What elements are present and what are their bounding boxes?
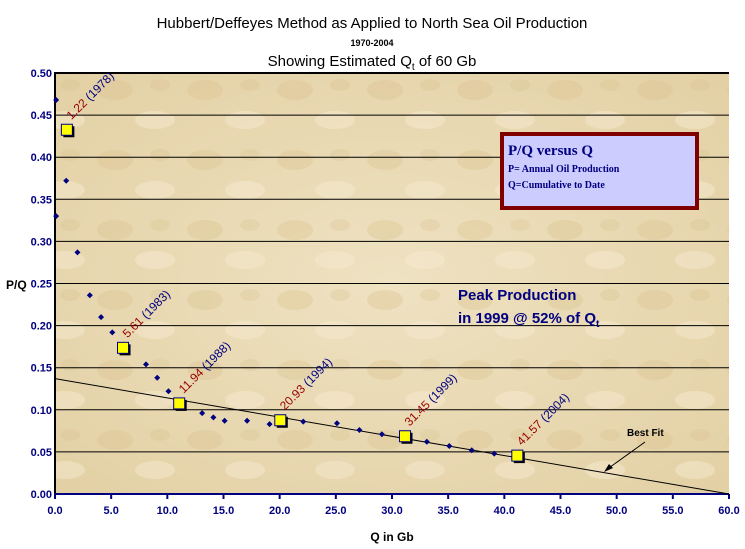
- legend: P/Q versus Q P= Annual Oil Production Q=…: [500, 132, 699, 210]
- peak-annotation: Peak Production in 1999 @ 52% of Qt: [458, 287, 600, 330]
- best-fit-label: Best Fit: [627, 428, 664, 439]
- data-point: [74, 249, 81, 256]
- data-point: [333, 420, 340, 427]
- data-point: [266, 421, 273, 428]
- best-fit-line: [54, 378, 730, 495]
- data-point: [378, 431, 385, 438]
- best-fit-annotation: Best Fit: [604, 428, 664, 472]
- chart-subtitle: 1970-2004: [350, 38, 393, 48]
- highlight-point: [117, 341, 130, 354]
- x-tick-label: 60.0: [718, 505, 739, 517]
- y-tick-label: 0.10: [31, 405, 52, 417]
- legend-title: P/Q versus Q: [508, 143, 593, 159]
- data-point: [53, 96, 60, 103]
- data-point: [491, 450, 498, 457]
- legend-line1: P= Annual Oil Production: [508, 164, 620, 175]
- x-tick-label: 15.0: [213, 505, 234, 517]
- data-point: [53, 213, 60, 220]
- y-axis-label: P/Q: [6, 278, 27, 292]
- x-tick-label: 10.0: [157, 505, 178, 517]
- y-tick-label: 0.40: [31, 152, 52, 164]
- y-tick-label: 0.35: [31, 194, 52, 206]
- data-point: [86, 292, 93, 299]
- x-tick-label: 40.0: [494, 505, 515, 517]
- x-tick-label: 25.0: [325, 505, 346, 517]
- x-tick-label: 55.0: [662, 505, 683, 517]
- data-point: [210, 414, 217, 421]
- data-point: [356, 427, 363, 434]
- y-tick-label: 0.30: [31, 236, 52, 248]
- x-tick-label: 20.0: [269, 505, 290, 517]
- legend-line2: Q=Cumulative to Date: [508, 180, 605, 191]
- y-tick-label: 0.05: [31, 447, 52, 459]
- data-point: [300, 418, 307, 425]
- peak-line1: Peak Production: [458, 287, 576, 304]
- chart-title: Hubbert/Deffeyes Method as Applied to No…: [157, 15, 588, 32]
- data-point: [142, 361, 149, 368]
- highlight-point: [398, 430, 411, 443]
- x-tick-label: 45.0: [550, 505, 571, 517]
- highlight-point: [274, 414, 287, 427]
- data-point: [109, 329, 116, 336]
- y-tick-label: 0.25: [31, 279, 52, 291]
- x-tick-label: 30.0: [381, 505, 402, 517]
- y-tick-label: 0.50: [31, 68, 52, 80]
- data-point: [165, 388, 172, 395]
- arrow-head-icon: [604, 464, 613, 472]
- x-tick-label: 5.0: [104, 505, 119, 517]
- data-point: [468, 447, 475, 454]
- highlight-point: [60, 123, 73, 136]
- y-tick-label: 0.00: [31, 489, 52, 501]
- x-tick-label: 50.0: [606, 505, 627, 517]
- peak-line2: in 1999 @ 52% of Qt: [458, 310, 600, 330]
- x-tick-label: 35.0: [437, 505, 458, 517]
- best-fit-arrow: [605, 441, 646, 471]
- y-tick-label: 0.20: [31, 321, 52, 333]
- x-axis-label: Q in Gb: [370, 530, 413, 544]
- highlight-point: [173, 397, 186, 410]
- data-point: [221, 417, 228, 424]
- data-point: [423, 438, 430, 445]
- data-point: [446, 443, 453, 450]
- data-point: [199, 410, 206, 417]
- data-point: [98, 314, 105, 321]
- chart-subtitle2: Showing Estimated Qt of 60 Gb: [268, 53, 477, 73]
- highlight-point: [511, 449, 524, 462]
- y-tick-label: 0.15: [31, 363, 52, 375]
- data-point: [63, 177, 70, 184]
- x-tick-label: 0.0: [47, 505, 62, 517]
- y-tick-label: 0.45: [31, 110, 52, 122]
- data-point: [244, 417, 251, 424]
- data-point: [154, 374, 161, 381]
- x-axis-ticks: 0.0 5.0 10.0 15.0 20.0 25.0 30.0 35.0 40.0 45.0 50…: [47, 494, 740, 517]
- best-fit-series: [54, 378, 730, 495]
- annual-series: [53, 96, 498, 457]
- y-axis-ticks: 0.00 0.05 0.10 0.15 0.20 0.25 0.30 0.35 0.40 0.45…: [31, 68, 52, 501]
